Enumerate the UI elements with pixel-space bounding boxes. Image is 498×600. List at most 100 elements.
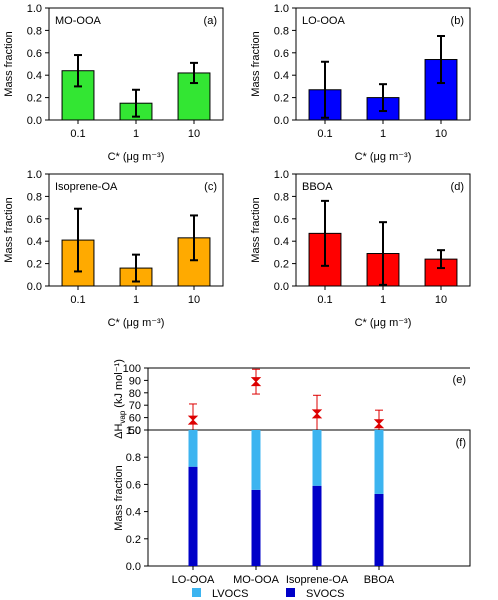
stacked-bar-segment [312, 430, 322, 486]
panel-0: 0.0 0.2 0.4 0.6 0.8 1.0 0.1 1 10 MO-OOA (a) Mass fr… [3, 3, 224, 163]
panel-f: 0.0 0.2 0.4 0.6 0.8 1.0 LO-OOA MO-OOA Isoprene-O… [113, 425, 471, 586]
x-axis-label: C* (μg m⁻³) [355, 317, 412, 329]
stacked-bar-segment [251, 430, 261, 490]
panel-2: 0.0 0.2 0.4 0.6 0.8 1.0 0.1 1 10 Isoprene-OA (c) Ma… [3, 169, 224, 329]
y-axis-label: Mass fraction [250, 31, 262, 96]
y-tick-label: 0.2 [27, 93, 42, 105]
y-axis-label: Mass fraction [113, 465, 125, 530]
panel-label: (a) [204, 15, 217, 27]
y-tick-label: 100 [123, 363, 141, 375]
bar [177, 72, 211, 121]
y-tick-label: 50 [129, 425, 141, 437]
x-tick-label: 1 [380, 294, 386, 306]
y-tick-label: 1.0 [274, 3, 289, 15]
data-point [373, 419, 385, 429]
x-tick-label: 0.1 [317, 128, 332, 140]
y-tick-label: 60 [129, 413, 141, 425]
data-point [187, 415, 199, 425]
panel-title: BBOA [302, 181, 333, 193]
panel-label: (e) [453, 374, 466, 386]
panel-label: (b) [451, 15, 464, 27]
panel-title: Isoprene-OA [55, 181, 118, 193]
panel-title: LO-OOA [302, 15, 345, 27]
x-tick-label: 0.1 [70, 128, 85, 140]
x-tick-label: 0.1 [317, 294, 332, 306]
x-axis-label: C* (μg m⁻³) [108, 317, 165, 329]
data-point [311, 409, 323, 419]
y-tick-label: 0.2 [274, 93, 289, 105]
y-axis-label-subscript: vap [118, 410, 127, 423]
y-tick-label: 0.8 [126, 452, 141, 464]
y-tick-label: 0.6 [27, 48, 42, 60]
y-tick-label: 0.6 [126, 479, 141, 491]
y-tick-label: 0.0 [274, 281, 289, 293]
y-tick-label: 0.6 [27, 214, 42, 226]
x-tick-label: 0.1 [70, 294, 85, 306]
y-tick-label: 0.0 [27, 115, 42, 127]
y-tick-label: 0.6 [274, 214, 289, 226]
y-tick-label: 0.4 [27, 70, 42, 82]
legend-label: LVOCS [212, 588, 248, 600]
stacked-bar-segment [374, 430, 384, 494]
panel-1: 0.0 0.2 0.4 0.6 0.8 1.0 0.1 1 10 LO-OOA (b) Mass fr… [250, 3, 471, 163]
y-tick-label: 0.4 [126, 507, 141, 519]
stacked-bar-segment [374, 493, 384, 566]
y-axis-label: ΔHvap (kJ mol⁻¹) [113, 359, 127, 439]
stacked-bar-segment [188, 466, 198, 566]
y-axis-label: Mass fraction [3, 31, 15, 96]
y-tick-label: 0.8 [274, 191, 289, 203]
legend-swatch [286, 588, 295, 597]
panel-3: 0.0 0.2 0.4 0.6 0.8 1.0 0.1 1 10 BBOA (d) Mass frac… [250, 169, 471, 329]
panel-label: (c) [204, 181, 217, 193]
x-axis-label: C* (μg m⁻³) [108, 151, 165, 163]
x-tick-label: 10 [435, 294, 447, 306]
data-point [250, 377, 262, 387]
y-tick-label: 1.0 [274, 169, 289, 181]
panel-label: (f) [456, 437, 466, 449]
y-tick-label: 0.2 [126, 534, 141, 546]
x-tick-label: MO-OOA [233, 574, 279, 586]
stacked-bar-segment [188, 430, 198, 467]
stacked-bar-segment [251, 489, 261, 566]
y-axis-label: Mass fraction [250, 197, 262, 262]
y-tick-label: 0.2 [27, 259, 42, 271]
y-axis-label: Mass fraction [3, 197, 15, 262]
y-tick-label: 0.6 [274, 48, 289, 60]
y-tick-label: 0.2 [274, 259, 289, 271]
y-tick-label: 0.8 [274, 25, 289, 37]
stacked-bar-segment [312, 485, 322, 566]
y-axis-label-symbol: ΔH [113, 424, 125, 439]
legend-swatch [192, 588, 201, 597]
x-tick-label: 10 [188, 294, 200, 306]
x-tick-label: 1 [133, 294, 139, 306]
panel-title: MO-OOA [55, 15, 101, 27]
y-tick-label: 0.8 [27, 25, 42, 37]
y-tick-label: 1.0 [27, 169, 42, 181]
y-tick-label: 80 [129, 388, 141, 400]
y-tick-label: 0.4 [274, 70, 289, 82]
legend: LVOCS SVOCS [192, 588, 345, 600]
plot-frame [147, 429, 471, 567]
y-tick-label: 0.0 [274, 115, 289, 127]
x-tick-label: 1 [133, 128, 139, 140]
y-tick-label: 0.4 [27, 236, 42, 248]
y-tick-label: 0.8 [27, 191, 42, 203]
x-tick-label: 1 [380, 128, 386, 140]
x-tick-label: Isoprene-OA [286, 574, 349, 586]
x-axis-label: C* (μg m⁻³) [355, 151, 412, 163]
x-tick-label: 10 [188, 128, 200, 140]
y-axis-label-unit: (kJ mol⁻¹) [113, 359, 125, 408]
x-tick-label: LO-OOA [172, 574, 215, 586]
y-tick-label: 0.0 [27, 281, 42, 293]
x-tick-label: BBOA [364, 574, 395, 586]
y-tick-label: 70 [129, 400, 141, 412]
y-tick-label: 0.0 [126, 561, 141, 573]
y-tick-label: 1.0 [126, 425, 141, 437]
y-tick-label: 90 [129, 375, 141, 387]
y-tick-label: 1.0 [27, 3, 42, 15]
panel-label: (d) [451, 181, 464, 193]
y-tick-label: 0.4 [274, 236, 289, 248]
x-tick-label: 10 [435, 128, 447, 140]
